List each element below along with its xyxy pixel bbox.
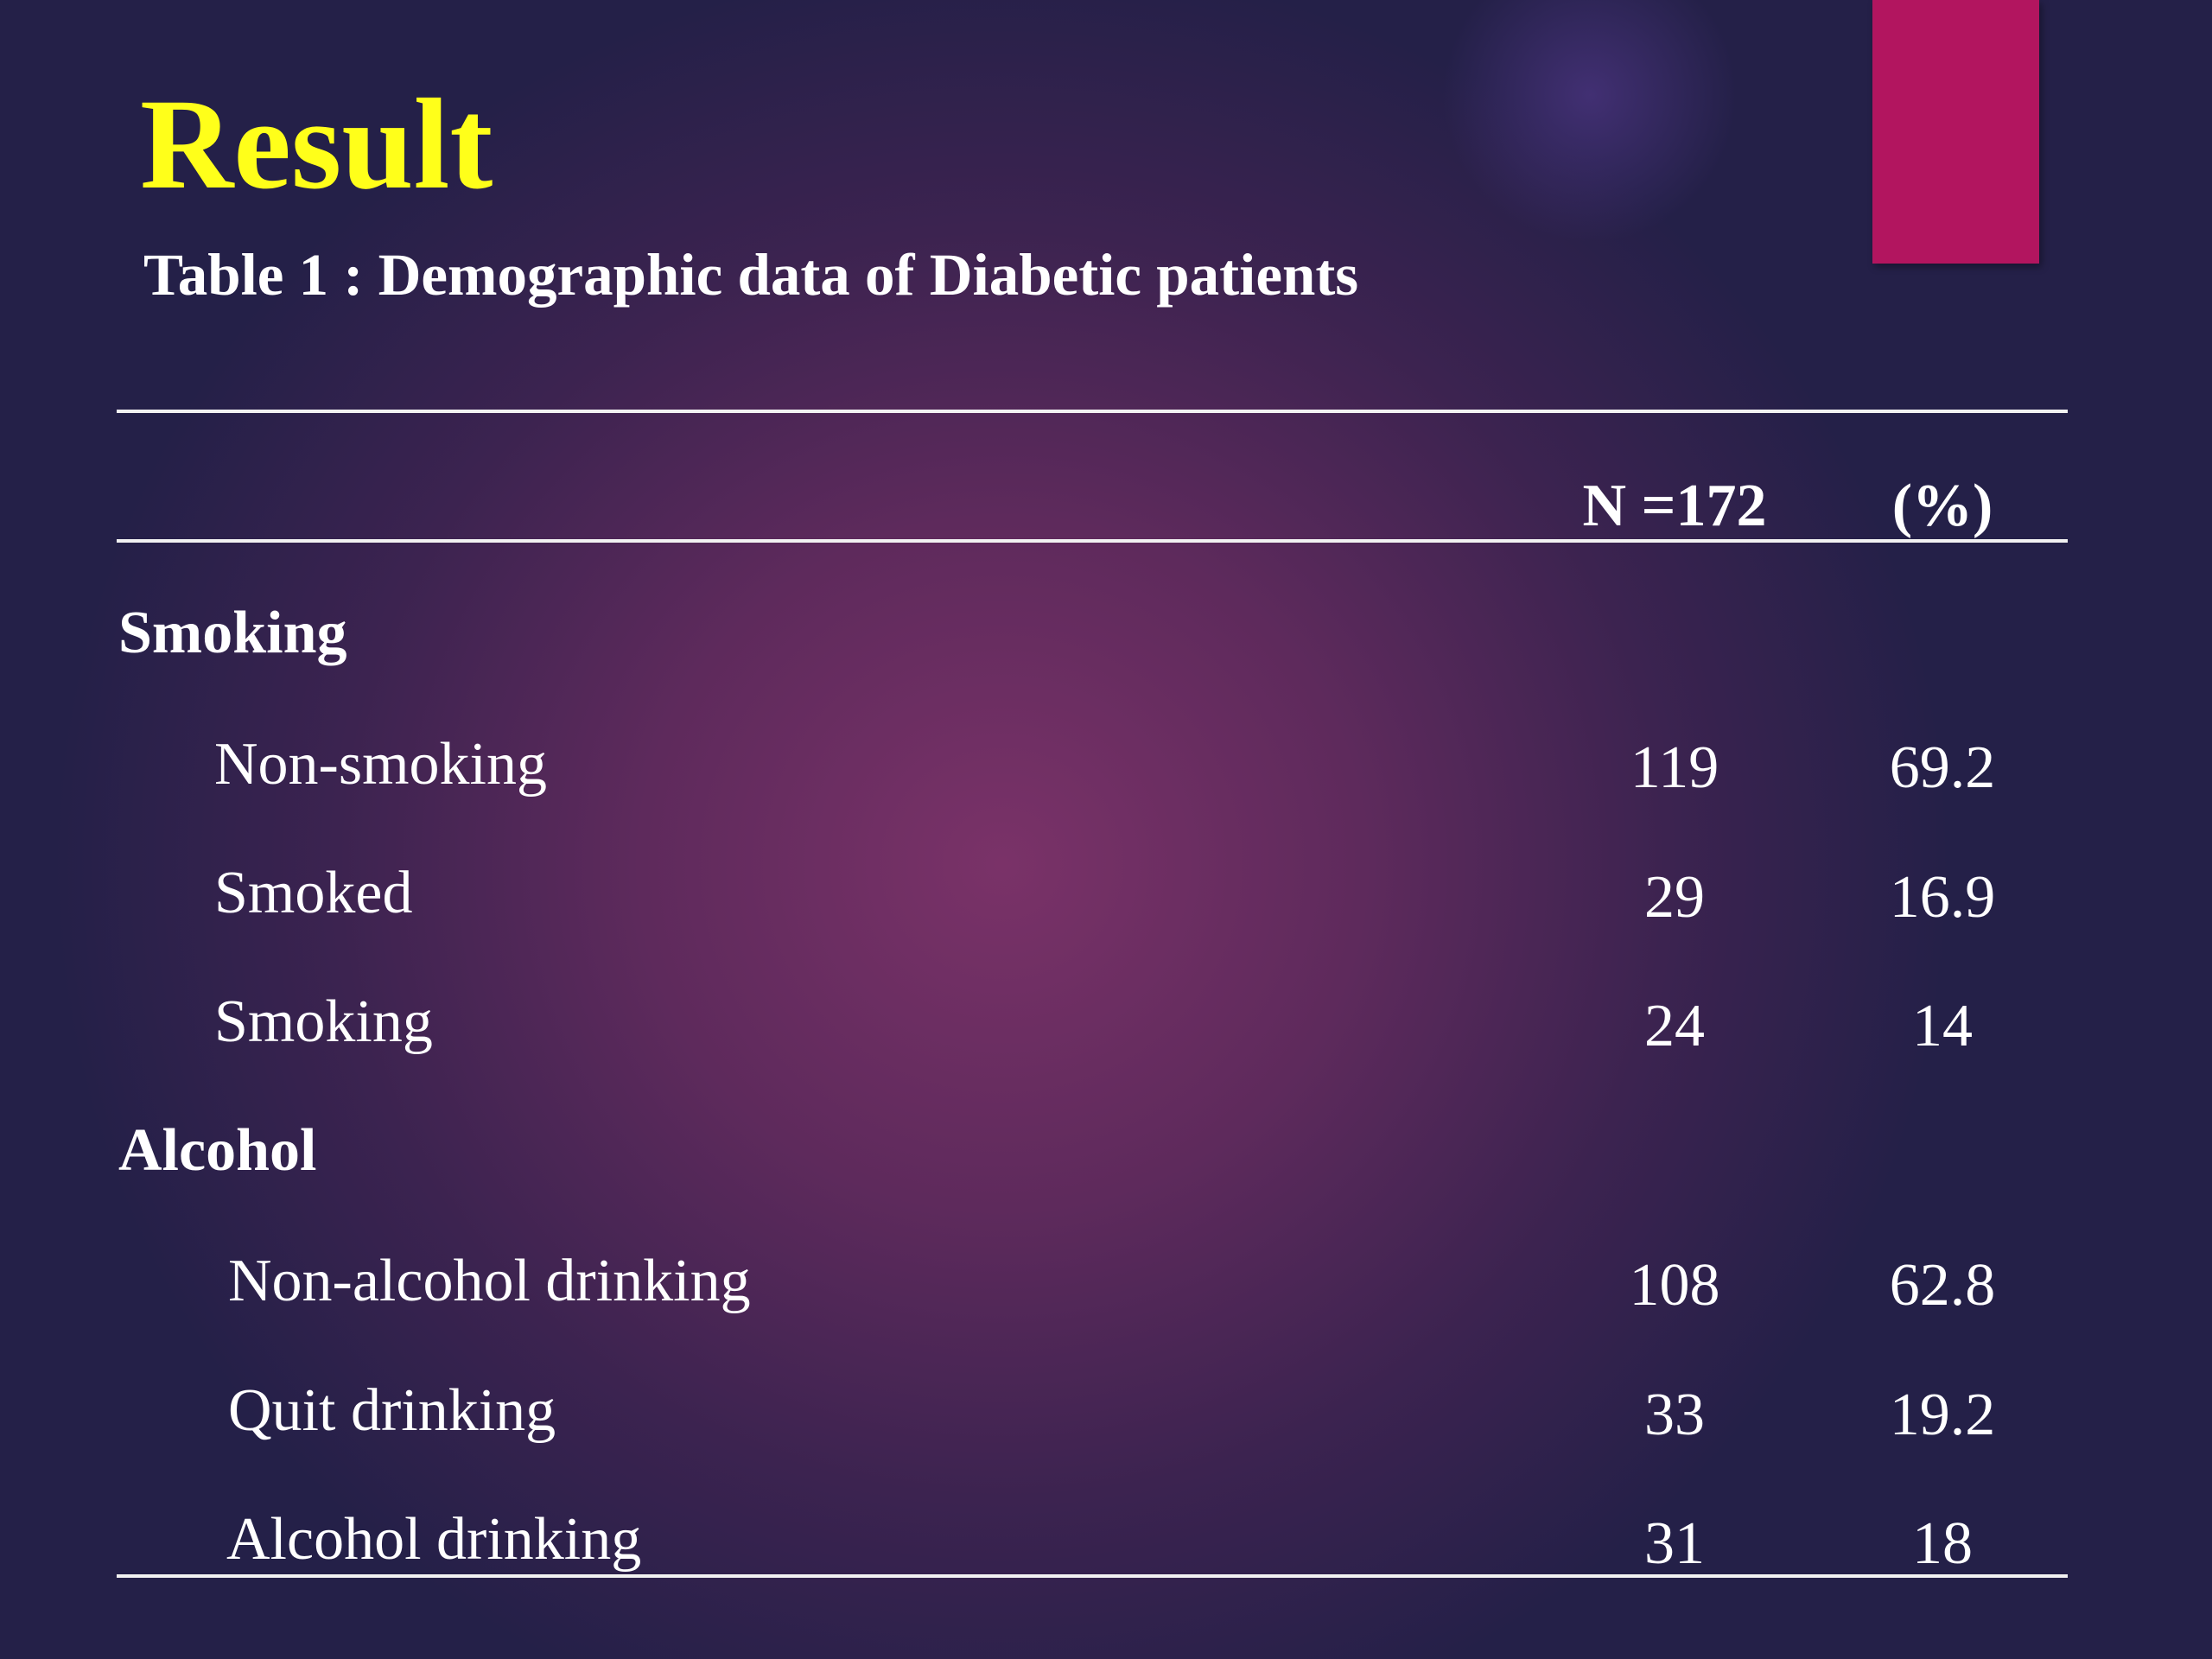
row-pct-alcohol-drinking: 18	[1912, 1510, 1973, 1577]
row-label-quit-drinking: Quit drinking	[228, 1377, 556, 1444]
column-header-n: N =172	[1582, 473, 1767, 539]
group-label-smoking: Smoking	[118, 600, 347, 666]
row-pct-smoked: 16.9	[1889, 864, 1996, 931]
row-pct-smoking: 14	[1912, 993, 1973, 1059]
row-pct-non-smoking: 69.2	[1889, 734, 1996, 801]
slide-title: Result	[140, 73, 493, 216]
row-pct-non-alcohol-drinking: 62.8	[1889, 1252, 1996, 1319]
row-n-smoking: 24	[1644, 993, 1705, 1059]
row-n-smoked: 29	[1644, 864, 1705, 931]
row-n-quit-drinking: 33	[1644, 1382, 1705, 1448]
row-n-alcohol-drinking: 31	[1644, 1510, 1705, 1577]
table-bottom-rule	[117, 1574, 2068, 1578]
accent-bar	[1872, 0, 2039, 264]
row-label-non-smoking: Non-smoking	[214, 731, 547, 798]
table-caption: Table 1 : Demographic data of Diabetic p…	[143, 242, 1359, 308]
row-pct-quit-drinking: 19.2	[1889, 1382, 1996, 1448]
column-header-percent: (%)	[1891, 473, 1993, 539]
table-header-rule	[117, 539, 2068, 543]
table-top-rule	[117, 410, 2068, 413]
row-label-non-alcohol-drinking: Non-alcohol drinking	[228, 1248, 751, 1314]
row-n-non-smoking: 119	[1630, 734, 1719, 801]
row-n-non-alcohol-drinking: 108	[1629, 1252, 1720, 1319]
group-label-alcohol: Alcohol	[118, 1117, 317, 1184]
row-label-smoking: Smoking	[214, 988, 433, 1055]
row-label-smoked: Smoked	[214, 860, 413, 926]
row-label-alcohol-drinking: Alcohol drinking	[226, 1506, 642, 1573]
